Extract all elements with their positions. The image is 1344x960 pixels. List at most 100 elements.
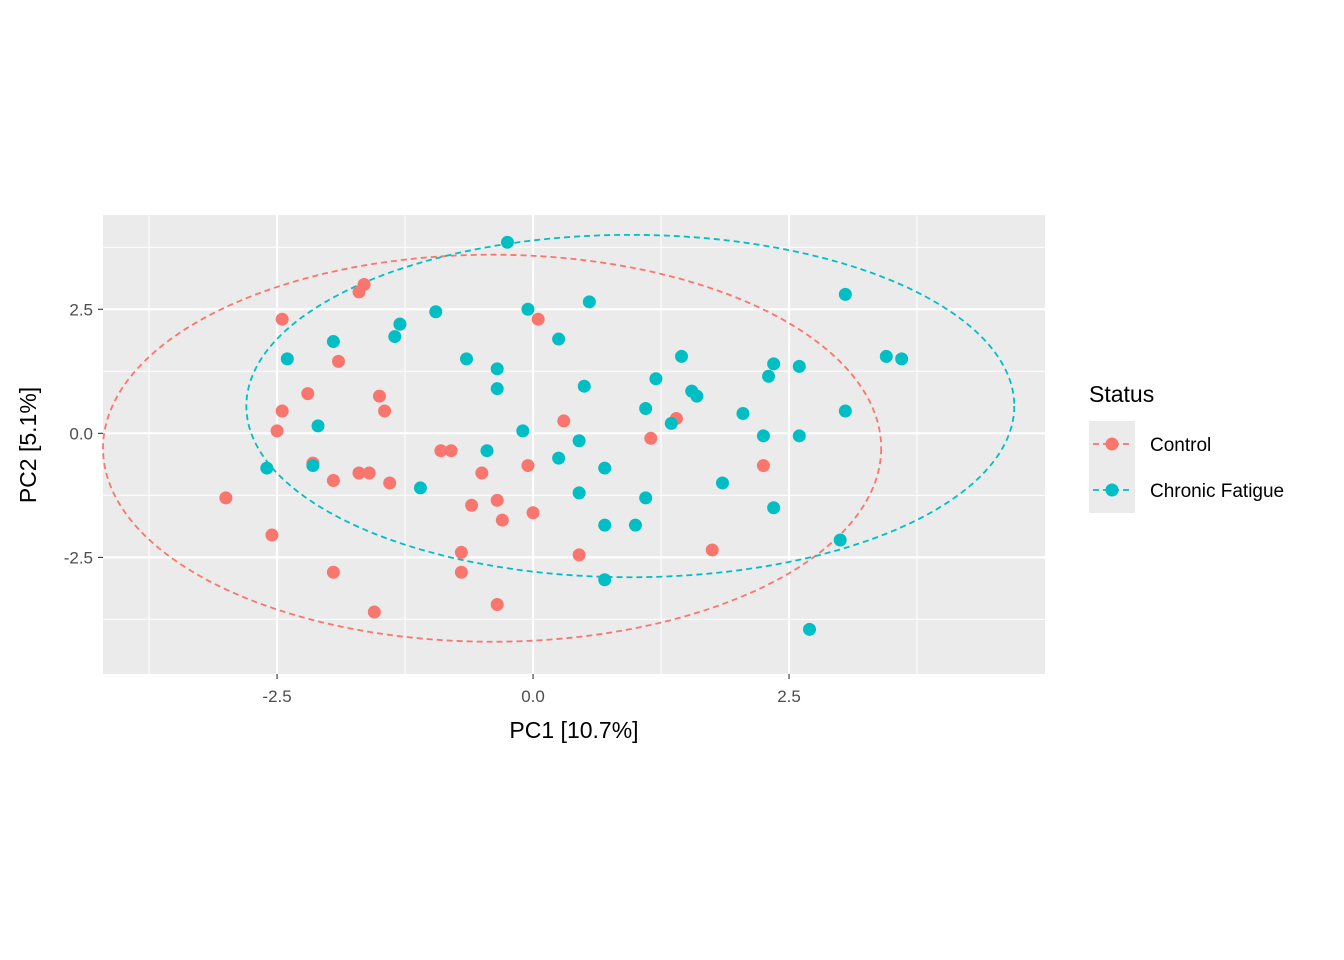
- legend-title: Status: [1089, 381, 1154, 407]
- point-chronic-fatigue-30: [792, 429, 806, 443]
- point-chronic-fatigue-5: [393, 317, 407, 331]
- ellipse-control: [102, 253, 883, 643]
- point-control-26: [490, 493, 504, 507]
- ellipse-chronic-fatigue: [245, 233, 1016, 579]
- point-chronic-fatigue-41: [767, 501, 781, 515]
- point-chronic-fatigue-7: [552, 332, 566, 346]
- point-chronic-fatigue-23: [639, 402, 653, 416]
- point-control-22: [326, 473, 340, 487]
- point-control-21: [756, 459, 770, 473]
- point-chronic-fatigue-16: [792, 359, 806, 373]
- point-control-1: [352, 285, 366, 299]
- point-control-32: [705, 543, 719, 557]
- y-axis-ticks: -2.5 0.0 2.5: [64, 300, 103, 567]
- point-chronic-fatigue-45: [598, 573, 612, 587]
- point-chronic-fatigue-40: [639, 491, 653, 505]
- legend-key-point-control: [1105, 437, 1119, 451]
- y-axis-title: PC2 [5.1%]: [15, 387, 41, 503]
- point-control-28: [495, 513, 509, 527]
- point-control-30: [454, 545, 468, 559]
- point-chronic-fatigue-44: [833, 533, 847, 547]
- point-chronic-fatigue-19: [577, 379, 591, 393]
- point-chronic-fatigue-34: [306, 459, 320, 473]
- point-chronic-fatigue-28: [516, 424, 530, 438]
- y-tick-label-2: 2.5: [69, 300, 93, 319]
- x-tick-label-2: 2.5: [777, 687, 801, 706]
- point-chronic-fatigue-10: [459, 352, 473, 366]
- point-chronic-fatigue-42: [598, 518, 612, 532]
- legend-items: Control Chronic Fatigue: [1089, 421, 1284, 513]
- point-chronic-fatigue-11: [490, 362, 504, 376]
- x-tick-label-1: 0.0: [521, 687, 545, 706]
- legend-key-point-chronic-fatigue: [1105, 483, 1119, 497]
- grid: [103, 215, 1045, 674]
- point-control-33: [326, 565, 340, 579]
- point-chronic-fatigue-31: [572, 434, 586, 448]
- point-chronic-fatigue-22: [690, 389, 704, 403]
- point-control-24: [219, 491, 233, 505]
- point-chronic-fatigue-3: [521, 302, 535, 316]
- point-chronic-fatigue-18: [649, 372, 663, 386]
- point-chronic-fatigue-6: [388, 330, 402, 344]
- y-tick-label-1: 0.0: [69, 424, 93, 443]
- point-control-6: [301, 387, 315, 401]
- point-control-29: [265, 528, 279, 542]
- point-chronic-fatigue-1: [582, 295, 596, 309]
- point-chronic-fatigue-24: [838, 404, 852, 418]
- x-axis-title: PC1 [10.7%]: [509, 717, 638, 743]
- point-chronic-fatigue-13: [879, 349, 893, 363]
- point-chronic-fatigue-25: [736, 406, 750, 420]
- point-control-4: [531, 312, 545, 326]
- point-chronic-fatigue-26: [664, 416, 678, 430]
- point-control-7: [372, 389, 386, 403]
- y-tick-label-0: -2.5: [64, 548, 93, 567]
- point-control-11: [557, 414, 571, 428]
- point-chronic-fatigue-43: [628, 518, 642, 532]
- point-control-35: [490, 598, 504, 612]
- legend-label-control: Control: [1150, 435, 1211, 456]
- point-control-23: [383, 476, 397, 490]
- point-chronic-fatigue-27: [311, 419, 325, 433]
- point-chronic-fatigue-20: [490, 382, 504, 396]
- point-chronic-fatigue-4: [429, 305, 443, 319]
- point-chronic-fatigue-0: [500, 235, 514, 249]
- point-control-36: [367, 605, 381, 619]
- legend-item-chronic-fatigue: Chronic Fatigue: [1089, 467, 1284, 513]
- point-control-9: [275, 404, 289, 418]
- point-control-5: [332, 354, 345, 368]
- point-chronic-fatigue-35: [598, 461, 612, 475]
- point-control-18: [352, 466, 366, 480]
- point-control-15: [444, 444, 458, 458]
- point-chronic-fatigue-36: [260, 461, 274, 475]
- point-chronic-fatigue-17: [762, 369, 776, 383]
- point-control-25: [465, 498, 479, 512]
- point-chronic-fatigue-32: [480, 444, 494, 458]
- point-control-2: [275, 312, 289, 326]
- point-chronic-fatigue-37: [715, 476, 729, 490]
- point-control-34: [454, 565, 468, 579]
- point-control-14: [434, 444, 448, 458]
- point-control-17: [521, 459, 535, 473]
- point-control-10: [270, 424, 284, 438]
- legend-label-chronic-fatigue: Chronic Fatigue: [1150, 481, 1284, 502]
- data-points: [219, 235, 909, 636]
- x-tick-label-0: -2.5: [262, 687, 291, 706]
- point-chronic-fatigue-46: [803, 622, 816, 636]
- legend: Status Control Chronic Fatigue: [1089, 381, 1284, 513]
- point-chronic-fatigue-8: [326, 335, 340, 349]
- point-control-27: [526, 506, 540, 520]
- point-chronic-fatigue-39: [572, 486, 586, 500]
- x-axis-ticks: -2.5 0.0 2.5: [262, 674, 801, 706]
- point-chronic-fatigue-38: [413, 481, 427, 495]
- point-chronic-fatigue-33: [552, 451, 566, 465]
- point-chronic-fatigue-12: [675, 349, 689, 363]
- point-chronic-fatigue-14: [895, 352, 909, 366]
- confidence-ellipses: [102, 233, 1016, 643]
- point-control-19: [362, 466, 376, 480]
- point-control-8: [378, 404, 392, 418]
- legend-item-control: Control: [1089, 421, 1211, 467]
- point-control-31: [572, 548, 586, 562]
- point-chronic-fatigue-2: [838, 287, 852, 301]
- point-chronic-fatigue-29: [756, 429, 770, 443]
